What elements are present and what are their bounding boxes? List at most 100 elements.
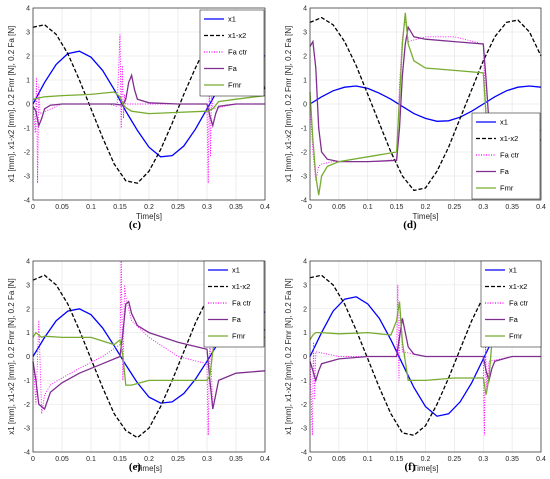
x-tick-label: 0.1: [363, 204, 373, 211]
x-tick-label: 0.2: [144, 204, 154, 211]
legend-entry: x1: [228, 15, 236, 24]
y-tick-label: 0: [26, 354, 30, 361]
x-tick-label: 0.35: [229, 456, 243, 463]
legend-entry: Fmr: [232, 332, 246, 341]
legend-entry: Fa: [228, 64, 238, 73]
legend-entry: Fa: [500, 167, 510, 176]
legend-entry: Fa ctr: [500, 151, 520, 160]
legend-entry: Fa: [509, 315, 519, 324]
y-tick-label: 3: [26, 30, 30, 37]
y-axis-label: x1 [mm], x1-x2 [mm], 0.2 Fmr [N], 0.2 Fa…: [7, 278, 16, 434]
y-axis-label: x1 [mm], x1-x2 [mm], 0.2 Fmr [N], 0.2 Fa…: [284, 278, 293, 434]
x-tick-label: 0.4: [260, 204, 270, 211]
x-tick-label: 0.2: [144, 456, 154, 463]
y-tick-label: -4: [24, 450, 30, 457]
y-tick-label: -3: [24, 426, 30, 433]
series-fmr: [32, 91, 266, 115]
y-tick-label: -2: [24, 402, 30, 409]
legend: x1 x1-x2 Fa ctr Fa Fmr: [199, 9, 265, 97]
subfigure-label: (d): [403, 219, 417, 231]
series-fa-ctr: [32, 34, 265, 184]
x-tick-label: 0.25: [171, 456, 185, 463]
y-tick-label: 1: [303, 78, 307, 85]
x-tick-label: 0.3: [202, 456, 212, 463]
y-tick-label: 4: [26, 259, 30, 266]
y-tick-label: 3: [303, 30, 307, 37]
panel-e: 0 0.05 0.1 0.15 0.2 0.25 0.3 0.35 0.4 -4 -3 -2 -1 0 1 2…: [7, 259, 270, 474]
series-x1-x2: [32, 274, 266, 439]
legend-entry: Fmr: [509, 332, 523, 341]
panel-c: 0 0.05 0.1 0.15 0.2 0.25 0.3 0.35 0.4 -4 -3 -2 -1 0 1 2…: [7, 6, 270, 232]
panel-f: 0 0.05 0.1 0.15 0.2 0.25 0.3 0.35 0.4 -4 -3 -2 -1 0 1 2…: [284, 259, 546, 474]
x-tick-label: 0.15: [390, 204, 404, 211]
y-tick-label: -3: [301, 174, 307, 181]
x-tick-label: 0: [308, 456, 312, 463]
y-tick-label: 2: [303, 54, 307, 61]
x-tick-label: 0.35: [505, 456, 519, 463]
axes-box: [309, 7, 542, 201]
x-tick-label: 0.4: [536, 204, 546, 211]
x-tick-label: 0.1: [86, 204, 96, 211]
x-tick-label: 0.25: [448, 204, 462, 211]
legend-entry: x1-x2: [509, 282, 527, 291]
series-x1-x2: [309, 16, 542, 192]
legend-entry: x1-x2: [232, 282, 250, 291]
legend: x1 x1-x2 Fa ctr Fa Fmr: [471, 112, 541, 200]
legend-box: [203, 260, 265, 348]
legend-entry: Fa ctr: [509, 299, 529, 308]
axes-box: [32, 260, 266, 453]
legend-entry: x1: [509, 266, 517, 275]
legend-box: [471, 112, 541, 200]
x-tick-label: 0.3: [478, 456, 488, 463]
x-tick-label: 0.3: [478, 204, 488, 211]
x-tick-label: 0.35: [229, 204, 243, 211]
y-tick-label: 1: [26, 330, 30, 337]
x-tick-label: 0.35: [505, 204, 519, 211]
legend-box: [480, 260, 542, 348]
x-tick-label: 0.4: [536, 456, 546, 463]
x-tick-label: 0.1: [363, 456, 373, 463]
y-tick-label: -4: [24, 198, 30, 205]
y-tick-label: -1: [301, 126, 307, 133]
series-fa-ctr: [32, 260, 266, 436]
y-tick-label: 3: [26, 282, 30, 289]
y-tick-label: -2: [301, 402, 307, 409]
legend-entry: x1: [500, 118, 508, 127]
legend: x1 x1-x2 Fa ctr Fa Fmr: [203, 260, 265, 348]
panel-d: 0 0.05 0.1 0.15 0.2 0.25 0.3 0.35 0.4 -4 -3 -2 -1 0 1 2…: [284, 6, 546, 232]
y-tick-label: -1: [24, 126, 30, 133]
x-tick-label: 0.4: [260, 456, 270, 463]
x-tick-label: 0.05: [332, 204, 346, 211]
y-tick-label: 4: [26, 6, 30, 13]
y-axis-label: x1 [mm], x1-x2 [mm], 0.2 Fmr [N], 0.2 Fa…: [7, 26, 16, 182]
series-fa-ctr: [309, 284, 541, 436]
x-tick-label: 0.05: [55, 456, 69, 463]
y-tick-label: 3: [303, 282, 307, 289]
x-tick-label: 0.05: [332, 456, 346, 463]
x-tick-label: 0: [31, 204, 35, 211]
x-tick-label: 0: [308, 204, 312, 211]
y-axis-label: x1 [mm], x1-x2 [mm], 0.2 Fmr [N], 0.2 Fa…: [284, 26, 293, 182]
x-tick-label: 0.25: [448, 456, 462, 463]
y-tick-label: -2: [24, 150, 30, 157]
x-tick-label: 0.2: [421, 456, 431, 463]
series-fa: [32, 72, 265, 129]
x-axis-label: Time[s]: [136, 464, 162, 473]
y-tick-label: -4: [301, 198, 307, 205]
axes-box: [309, 260, 542, 453]
y-tick-label: -1: [301, 378, 307, 385]
legend-entry: x1-x2: [228, 31, 246, 40]
x-tick-label: 0.05: [55, 204, 69, 211]
subfigure-label: (f): [405, 461, 416, 473]
axes-box: [32, 7, 266, 201]
x-axis-label: Time[s]: [413, 212, 439, 221]
y-tick-label: 0: [26, 102, 30, 109]
legend-entry: Fa: [232, 315, 242, 324]
y-tick-label: 1: [26, 78, 30, 85]
legend-box: [199, 9, 265, 97]
x-tick-label: 0.15: [113, 204, 127, 211]
y-tick-label: -4: [301, 450, 307, 457]
y-tick-label: 1: [303, 330, 307, 337]
y-tick-label: -1: [24, 378, 30, 385]
